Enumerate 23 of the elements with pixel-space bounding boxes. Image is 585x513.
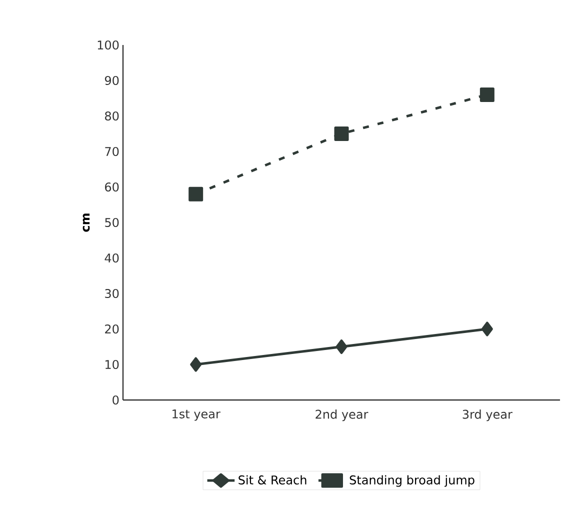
y-tick-label: 10 — [106, 360, 119, 370]
legend-label: Sit & Reach — [238, 475, 306, 484]
y-axis-title: cm — [82, 214, 90, 232]
y-tick-label: 80 — [105, 111, 119, 121]
y-tick-label: 90 — [104, 76, 119, 86]
point — [190, 357, 202, 372]
y-tick-label: 30 — [105, 288, 119, 298]
y-tick-label: 60 — [105, 182, 119, 192]
y-tick-label: 50 — [105, 218, 119, 228]
point — [336, 340, 348, 354]
y-tick-label: 40 — [104, 253, 119, 263]
x-tick-label: 1st year — [172, 410, 220, 421]
x-tick-label: 3rd year — [462, 410, 512, 422]
y-tick-label: 20 — [105, 324, 119, 334]
y-tick-label: 100 — [98, 40, 119, 50]
point — [188, 186, 204, 202]
x-tick-label: 2nd year — [316, 410, 368, 422]
point — [334, 126, 349, 141]
point — [481, 322, 493, 336]
point — [480, 87, 494, 102]
y-tick-label: 70 — [105, 146, 119, 156]
y-tick-label: 0 — [112, 395, 119, 405]
legend-label: Standing broad jump — [350, 475, 474, 487]
